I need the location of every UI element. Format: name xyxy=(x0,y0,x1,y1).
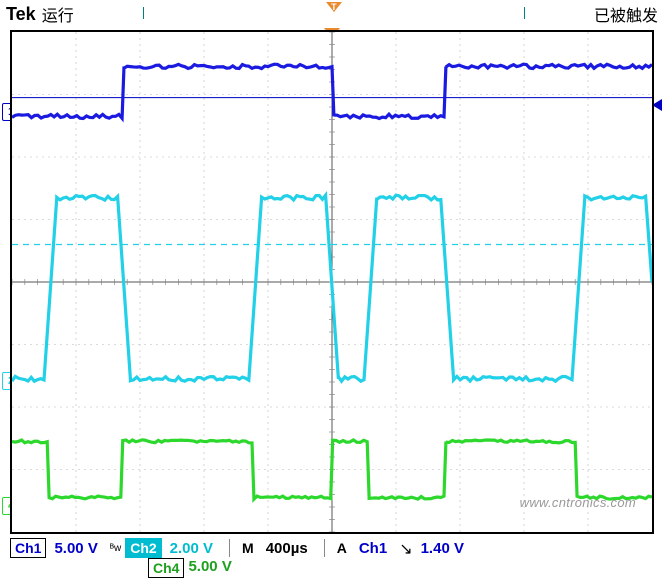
header-bar: Tek 运行 T 已被触发 xyxy=(0,0,664,28)
trigger-status-label: 已被触发 xyxy=(594,2,658,26)
timebase-label: M xyxy=(238,539,258,557)
ch2-scale-value: 2.00 V xyxy=(166,540,221,557)
watermark-text: www.cntronics.com xyxy=(520,495,636,510)
brand-label: Tek xyxy=(6,4,36,25)
ch1-label: Ch1 xyxy=(10,538,46,558)
separator xyxy=(324,539,325,557)
oscilloscope-screenshot: Tek 运行 T 已被触发 1 2 4 www.cntronics.com Ch… xyxy=(0,0,664,585)
readout-bar-row2: Ch4 5.00 V xyxy=(0,558,664,582)
trigger-level-value: 1.40 V xyxy=(417,540,472,557)
trigger-source-label: Ch1 xyxy=(355,540,395,557)
ch1-scale-value: 5.00 V xyxy=(50,540,105,557)
waveform-layer xyxy=(12,32,652,532)
separator xyxy=(229,539,230,557)
waveform-plot xyxy=(10,30,654,534)
ch2-label: Ch2 xyxy=(125,538,161,558)
readout-bar: Ch1 5.00 V ᴮw Ch2 2.00 V M 400µs A Ch1 ↘… xyxy=(0,534,664,558)
ch4-label: Ch4 xyxy=(148,558,184,578)
ch4-scale-value: 5.00 V xyxy=(184,558,239,578)
plot-area-wrapper: 1 2 4 www.cntronics.com xyxy=(10,30,654,534)
ch1-bw-icon: ᴮw xyxy=(110,543,121,554)
trigger-pos-letter: T xyxy=(331,2,337,12)
run-mode-label: 运行 xyxy=(42,2,74,26)
trigger-edge-icon: ↘ xyxy=(399,539,412,559)
trigger-position-bar: T xyxy=(74,0,594,28)
trigger-mode-label: A xyxy=(333,539,351,557)
timebase-value: 400µs xyxy=(262,540,316,557)
